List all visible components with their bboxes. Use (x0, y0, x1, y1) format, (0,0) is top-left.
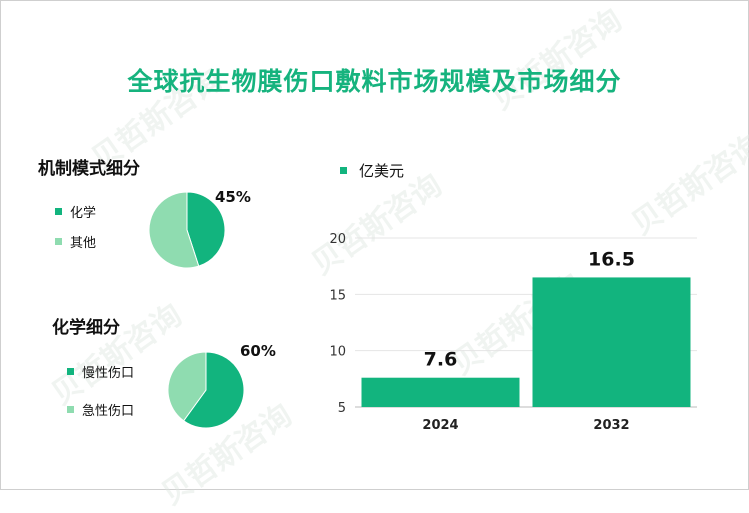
chemistry-pie-slice (167, 351, 207, 422)
legend-swatch-secondary (67, 406, 74, 413)
y-tick-label: 10 (329, 345, 346, 360)
legend-label: 化学 (70, 206, 97, 221)
y-tick-label: 20 (329, 232, 346, 247)
y-tick-label: 15 (329, 288, 346, 303)
mechanism-pie-slice (186, 191, 226, 267)
chemistry-pie-chart (167, 351, 245, 429)
legend-label: 慢性伤口 (82, 366, 135, 381)
x-tick-label: 2024 (422, 418, 458, 433)
mechanism-pct-label: 45% (215, 188, 251, 206)
chart-title: 全球抗生物膜伤口敷料市场规模及市场细分 (127, 67, 622, 96)
legend-item-chronic: 慢性伤口 (67, 362, 134, 381)
mechanism-pie-slice (148, 191, 200, 269)
legend-swatch-primary (340, 167, 347, 174)
y-tick-label: 5 (338, 401, 346, 416)
unit-label: 亿美元 (359, 162, 405, 180)
bar-value-label: 7.6 (424, 349, 458, 371)
chemistry-pct-label: 60% (240, 342, 276, 360)
bar-value-label: 16.5 (588, 248, 635, 270)
chart-frame (0, 0, 749, 490)
unit-legend: 亿美元 (340, 160, 404, 181)
chemistry-heading: 化学细分 (52, 318, 120, 338)
bar-2024 (361, 377, 520, 407)
legend-swatch-primary (55, 208, 62, 215)
chemistry-pie-slice (182, 351, 245, 429)
bar-2032 (532, 277, 691, 407)
mechanism-pie-chart (148, 191, 226, 269)
legend-label: 急性伤口 (82, 404, 135, 419)
x-tick-label: 2032 (593, 418, 629, 433)
legend-swatch-primary (67, 368, 74, 375)
legend-item-other: 其他 (55, 232, 96, 251)
bar-chart: 5 10 15 20 7.6 2024 16.5 2032 (329, 232, 697, 433)
legend-item-acute: 急性伤口 (67, 400, 134, 419)
legend-item-chemical: 化学 (55, 202, 96, 221)
mechanism-heading: 机制模式细分 (38, 159, 140, 179)
legend-label: 其他 (70, 236, 97, 251)
legend-swatch-secondary (55, 238, 62, 245)
